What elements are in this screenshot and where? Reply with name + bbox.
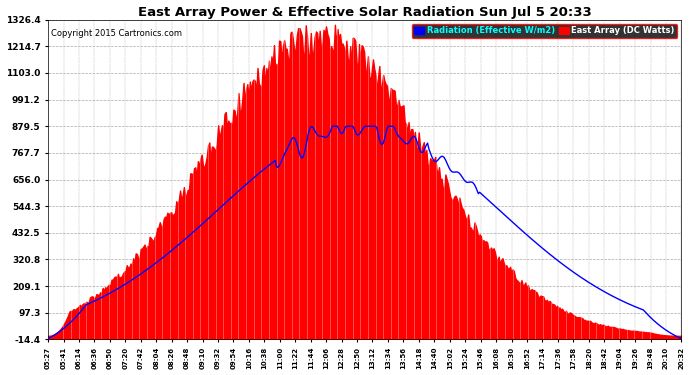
Legend: Radiation (Effective W/m2), East Array (DC Watts): Radiation (Effective W/m2), East Array (…: [412, 24, 678, 38]
Title: East Array Power & Effective Solar Radiation Sun Jul 5 20:33: East Array Power & Effective Solar Radia…: [138, 6, 591, 18]
Text: Copyright 2015 Cartronics.com: Copyright 2015 Cartronics.com: [51, 29, 182, 38]
